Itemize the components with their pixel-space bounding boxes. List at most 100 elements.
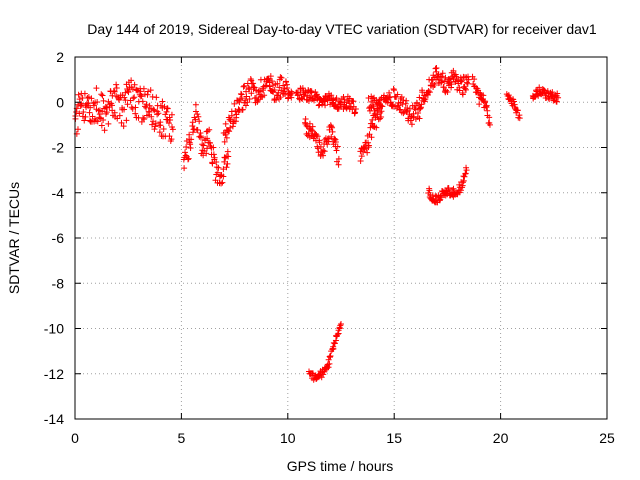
data-point (132, 110, 139, 117)
data-point (400, 97, 407, 104)
data-point (236, 99, 243, 106)
data-point (154, 111, 161, 118)
data-point (325, 364, 332, 371)
data-point (538, 91, 545, 98)
data-point (282, 78, 289, 85)
data-point (281, 85, 288, 92)
data-point (486, 121, 493, 128)
data-point (305, 130, 312, 137)
data-point (314, 133, 321, 140)
data-point (438, 194, 445, 201)
data-point (357, 148, 364, 155)
data-point (222, 120, 229, 127)
data-point (352, 106, 359, 113)
data-point (138, 92, 145, 99)
data-point (204, 135, 211, 142)
data-point (200, 152, 207, 159)
data-point (308, 89, 315, 96)
data-point (403, 97, 410, 104)
data-point (416, 94, 423, 101)
data-point (140, 85, 147, 92)
data-point (189, 119, 196, 126)
x-tick-label: 20 (493, 430, 509, 446)
data-point (319, 148, 326, 155)
data-point (332, 139, 339, 146)
data-point (137, 93, 144, 100)
data-point (334, 331, 341, 338)
x-tick-label: 15 (386, 430, 402, 446)
data-point (195, 113, 202, 120)
data-point (192, 101, 199, 108)
data-point (145, 88, 152, 95)
data-point (378, 113, 385, 120)
data-point (132, 104, 139, 111)
data-point (514, 107, 521, 114)
data-point (128, 77, 135, 84)
data-point (325, 356, 332, 363)
data-point (465, 76, 472, 83)
data-point (226, 128, 233, 135)
data-point (81, 117, 88, 124)
y-tick-label: -4 (52, 185, 65, 201)
data-point (94, 118, 101, 125)
data-point (124, 87, 131, 94)
data-point (553, 98, 560, 105)
data-point (282, 90, 289, 97)
data-point (261, 92, 268, 99)
data-point (333, 147, 340, 154)
data-point (231, 100, 238, 107)
data-point (463, 86, 470, 93)
data-point (113, 81, 120, 88)
data-point (368, 98, 375, 105)
data-point (406, 105, 413, 112)
y-tick-label: 0 (56, 94, 64, 110)
data-point (238, 95, 245, 102)
data-point (437, 74, 444, 81)
data-point (183, 143, 190, 150)
data-point (404, 105, 411, 112)
y-tick-label: 2 (56, 49, 64, 65)
data-point (306, 134, 313, 141)
data-point (185, 155, 192, 162)
data-point (182, 149, 189, 156)
data-point (371, 107, 378, 114)
data-point (137, 88, 144, 95)
data-point (458, 77, 465, 84)
data-point (394, 91, 401, 98)
x-axis-label: GPS time / hours (287, 458, 394, 474)
data-point (147, 87, 154, 94)
data-point (432, 65, 439, 72)
data-point (100, 117, 107, 124)
data-point (365, 139, 372, 146)
data-point (116, 112, 123, 119)
data-point (324, 135, 331, 142)
data-point (400, 110, 407, 117)
data-point (442, 74, 449, 81)
data-point (125, 89, 132, 96)
data-point (444, 88, 451, 95)
data-point (98, 91, 105, 98)
data-point (269, 78, 276, 85)
data-point (309, 123, 316, 130)
y-tick-label: -10 (44, 321, 64, 337)
data-point (93, 85, 100, 92)
data-point (433, 64, 440, 71)
data-point (223, 164, 230, 171)
x-tick-label: 25 (599, 430, 615, 446)
chart-title: Day 144 of 2019, Sidereal Day-to-day VTE… (87, 21, 597, 37)
data-point (324, 141, 331, 148)
data-point (372, 110, 379, 117)
data-point (386, 89, 393, 96)
data-point (326, 354, 333, 361)
grid (75, 57, 607, 419)
data-point (220, 166, 227, 173)
x-tick-label: 10 (280, 430, 296, 446)
data-point (130, 95, 137, 102)
data-point (244, 99, 251, 106)
data-point (431, 81, 438, 88)
data-point (99, 92, 106, 99)
data-point (118, 119, 125, 126)
data-point (220, 173, 227, 180)
